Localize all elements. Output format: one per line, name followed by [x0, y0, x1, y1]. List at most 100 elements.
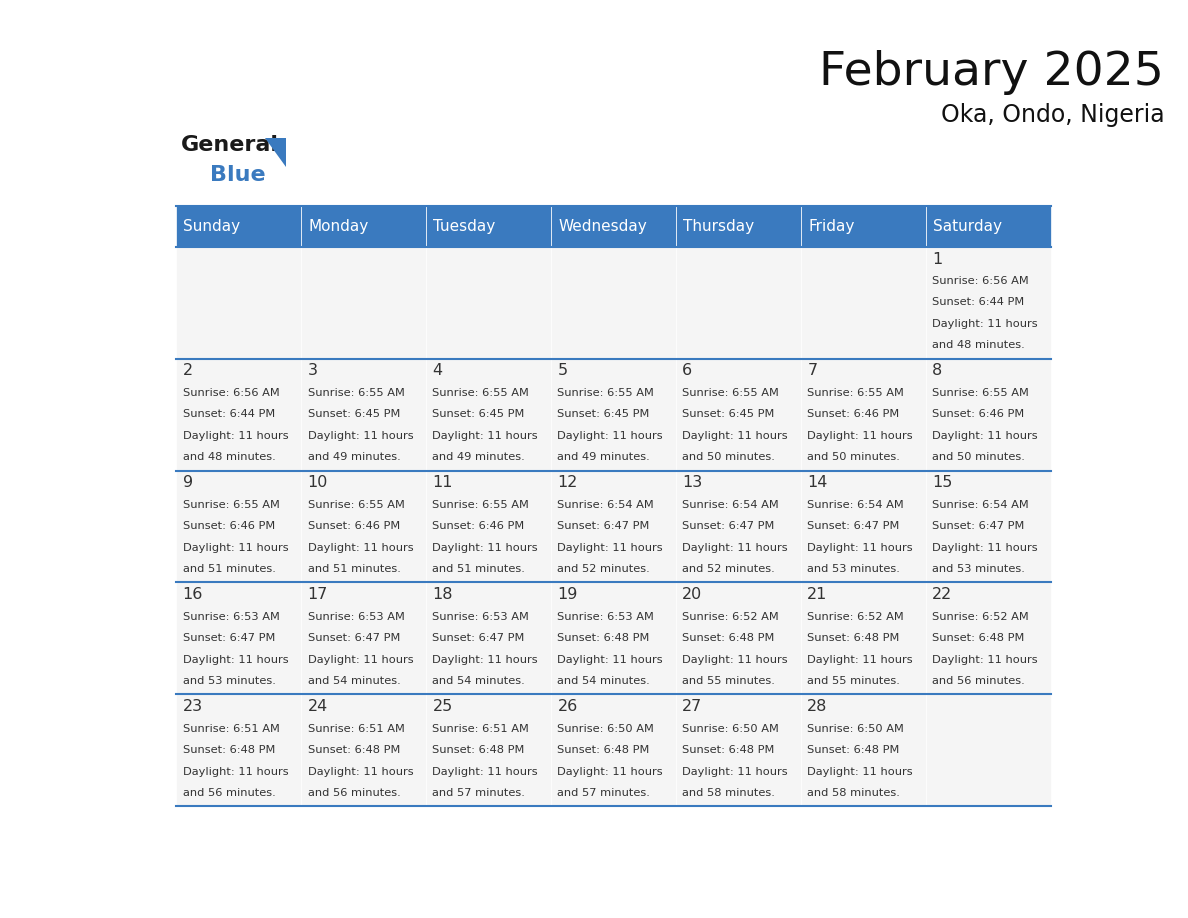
Text: Sunset: 6:47 PM: Sunset: 6:47 PM — [183, 633, 274, 644]
Text: 18: 18 — [432, 588, 453, 602]
Text: Daylight: 11 hours: Daylight: 11 hours — [557, 431, 663, 441]
Bar — [301, 359, 426, 471]
Text: February 2025: February 2025 — [820, 50, 1164, 95]
Text: Sunset: 6:47 PM: Sunset: 6:47 PM — [808, 521, 899, 532]
Text: Sunset: 6:48 PM: Sunset: 6:48 PM — [432, 745, 525, 756]
Text: Sunrise: 6:55 AM: Sunrise: 6:55 AM — [682, 388, 779, 398]
Bar — [551, 471, 676, 583]
Text: Sunset: 6:45 PM: Sunset: 6:45 PM — [682, 409, 775, 420]
Text: Daylight: 11 hours: Daylight: 11 hours — [682, 543, 788, 553]
Text: Sunrise: 6:50 AM: Sunrise: 6:50 AM — [808, 724, 904, 734]
Text: and 55 minutes.: and 55 minutes. — [808, 676, 901, 686]
Bar — [676, 583, 801, 694]
Text: Sunset: 6:48 PM: Sunset: 6:48 PM — [808, 745, 899, 756]
Text: and 49 minutes.: and 49 minutes. — [557, 452, 650, 462]
Text: Sunset: 6:47 PM: Sunset: 6:47 PM — [557, 521, 650, 532]
Text: Sunrise: 6:53 AM: Sunrise: 6:53 AM — [432, 612, 530, 622]
Text: Daylight: 11 hours: Daylight: 11 hours — [308, 655, 413, 665]
Bar — [301, 247, 426, 359]
Text: 2: 2 — [183, 364, 192, 378]
Text: 15: 15 — [933, 476, 953, 490]
Text: 19: 19 — [557, 588, 577, 602]
Text: 5: 5 — [557, 364, 568, 378]
Text: Sunrise: 6:51 AM: Sunrise: 6:51 AM — [432, 724, 530, 734]
Bar — [801, 694, 925, 806]
Text: 1: 1 — [933, 252, 942, 266]
Text: Daylight: 11 hours: Daylight: 11 hours — [682, 431, 788, 441]
Text: Sunset: 6:46 PM: Sunset: 6:46 PM — [933, 409, 1024, 420]
Text: Daylight: 11 hours: Daylight: 11 hours — [682, 767, 788, 777]
Text: 17: 17 — [308, 588, 328, 602]
Bar — [176, 583, 301, 694]
Text: and 57 minutes.: and 57 minutes. — [557, 788, 650, 798]
Text: Friday: Friday — [808, 218, 854, 233]
Text: Daylight: 11 hours: Daylight: 11 hours — [432, 767, 538, 777]
Text: Sunrise: 6:54 AM: Sunrise: 6:54 AM — [557, 500, 655, 510]
Bar — [551, 694, 676, 806]
Text: Daylight: 11 hours: Daylight: 11 hours — [432, 543, 538, 553]
Text: and 52 minutes.: and 52 minutes. — [682, 564, 775, 574]
Text: Sunrise: 6:50 AM: Sunrise: 6:50 AM — [682, 724, 779, 734]
Text: and 54 minutes.: and 54 minutes. — [308, 676, 400, 686]
Text: Sunset: 6:47 PM: Sunset: 6:47 PM — [308, 633, 400, 644]
Text: Sunset: 6:48 PM: Sunset: 6:48 PM — [183, 745, 274, 756]
Text: Sunset: 6:45 PM: Sunset: 6:45 PM — [308, 409, 400, 420]
Bar — [801, 247, 925, 359]
Text: Sunrise: 6:55 AM: Sunrise: 6:55 AM — [808, 388, 904, 398]
Text: 26: 26 — [557, 700, 577, 714]
Bar — [925, 359, 1051, 471]
Text: 23: 23 — [183, 700, 203, 714]
Text: Sunset: 6:45 PM: Sunset: 6:45 PM — [557, 409, 650, 420]
Text: and 53 minutes.: and 53 minutes. — [183, 676, 276, 686]
Text: Daylight: 11 hours: Daylight: 11 hours — [933, 319, 1038, 329]
Text: Wednesday: Wednesday — [558, 218, 647, 233]
Text: and 56 minutes.: and 56 minutes. — [308, 788, 400, 798]
Text: Sunrise: 6:55 AM: Sunrise: 6:55 AM — [183, 500, 279, 510]
Bar — [426, 694, 551, 806]
Text: Daylight: 11 hours: Daylight: 11 hours — [183, 655, 289, 665]
Text: and 50 minutes.: and 50 minutes. — [682, 452, 776, 462]
Text: 28: 28 — [808, 700, 828, 714]
Text: 13: 13 — [682, 476, 702, 490]
Text: and 49 minutes.: and 49 minutes. — [308, 452, 400, 462]
Text: 21: 21 — [808, 588, 828, 602]
Text: Sunrise: 6:53 AM: Sunrise: 6:53 AM — [308, 612, 404, 622]
Text: Daylight: 11 hours: Daylight: 11 hours — [808, 655, 912, 665]
Text: 25: 25 — [432, 700, 453, 714]
Text: and 54 minutes.: and 54 minutes. — [557, 676, 650, 686]
Text: and 49 minutes.: and 49 minutes. — [432, 452, 525, 462]
Text: 3: 3 — [308, 364, 317, 378]
Text: Daylight: 11 hours: Daylight: 11 hours — [183, 431, 289, 441]
Bar — [301, 694, 426, 806]
Bar — [676, 247, 801, 359]
Bar — [676, 694, 801, 806]
Text: 27: 27 — [682, 700, 702, 714]
Text: and 51 minutes.: and 51 minutes. — [183, 564, 276, 574]
Text: Sunset: 6:48 PM: Sunset: 6:48 PM — [682, 633, 775, 644]
Bar — [925, 471, 1051, 583]
Text: 22: 22 — [933, 588, 953, 602]
Text: and 58 minutes.: and 58 minutes. — [808, 788, 901, 798]
Text: Sunset: 6:44 PM: Sunset: 6:44 PM — [933, 297, 1024, 308]
Text: Sunrise: 6:51 AM: Sunrise: 6:51 AM — [183, 724, 279, 734]
Text: Sunrise: 6:53 AM: Sunrise: 6:53 AM — [183, 612, 279, 622]
Bar — [676, 359, 801, 471]
Text: Sunrise: 6:55 AM: Sunrise: 6:55 AM — [308, 500, 404, 510]
Text: Sunrise: 6:52 AM: Sunrise: 6:52 AM — [933, 612, 1029, 622]
Text: Sunrise: 6:55 AM: Sunrise: 6:55 AM — [308, 388, 404, 398]
Text: Sunrise: 6:52 AM: Sunrise: 6:52 AM — [682, 612, 779, 622]
Bar — [801, 471, 925, 583]
Text: Sunset: 6:46 PM: Sunset: 6:46 PM — [808, 409, 899, 420]
Text: Daylight: 11 hours: Daylight: 11 hours — [557, 655, 663, 665]
Text: Daylight: 11 hours: Daylight: 11 hours — [682, 655, 788, 665]
Text: Saturday: Saturday — [934, 218, 1003, 233]
Bar — [925, 694, 1051, 806]
Text: Sunset: 6:47 PM: Sunset: 6:47 PM — [933, 521, 1025, 532]
Bar — [426, 583, 551, 694]
Text: Sunset: 6:48 PM: Sunset: 6:48 PM — [308, 745, 400, 756]
Text: and 48 minutes.: and 48 minutes. — [933, 340, 1025, 350]
Text: Sunrise: 6:55 AM: Sunrise: 6:55 AM — [432, 500, 530, 510]
Bar — [426, 359, 551, 471]
Bar — [551, 247, 676, 359]
Text: Sunrise: 6:53 AM: Sunrise: 6:53 AM — [557, 612, 655, 622]
